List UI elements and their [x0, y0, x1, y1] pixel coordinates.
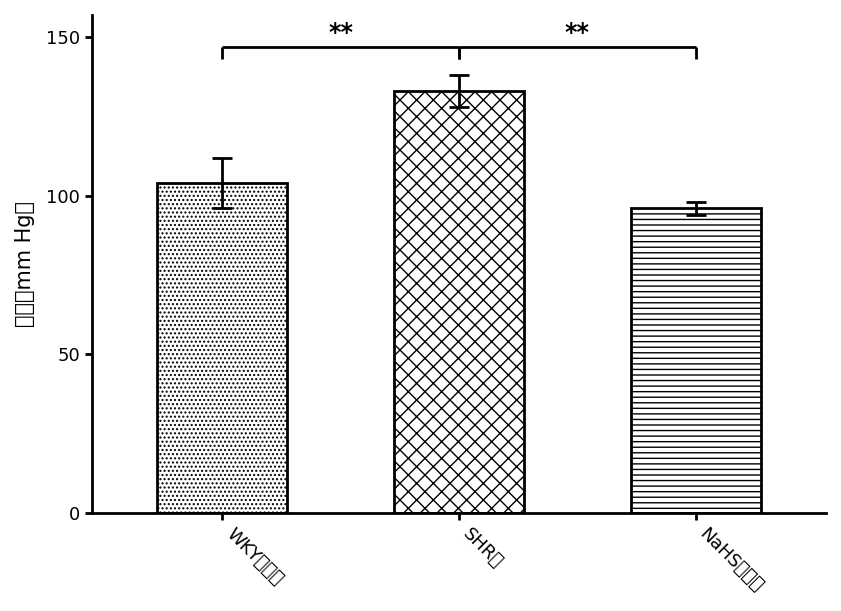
Bar — [157, 183, 288, 513]
Text: **: ** — [328, 21, 353, 45]
Bar — [394, 91, 524, 513]
Y-axis label: 血压（mm Hg）: 血压（mm Hg） — [15, 201, 35, 327]
Bar — [631, 208, 761, 513]
Text: **: ** — [565, 21, 590, 45]
